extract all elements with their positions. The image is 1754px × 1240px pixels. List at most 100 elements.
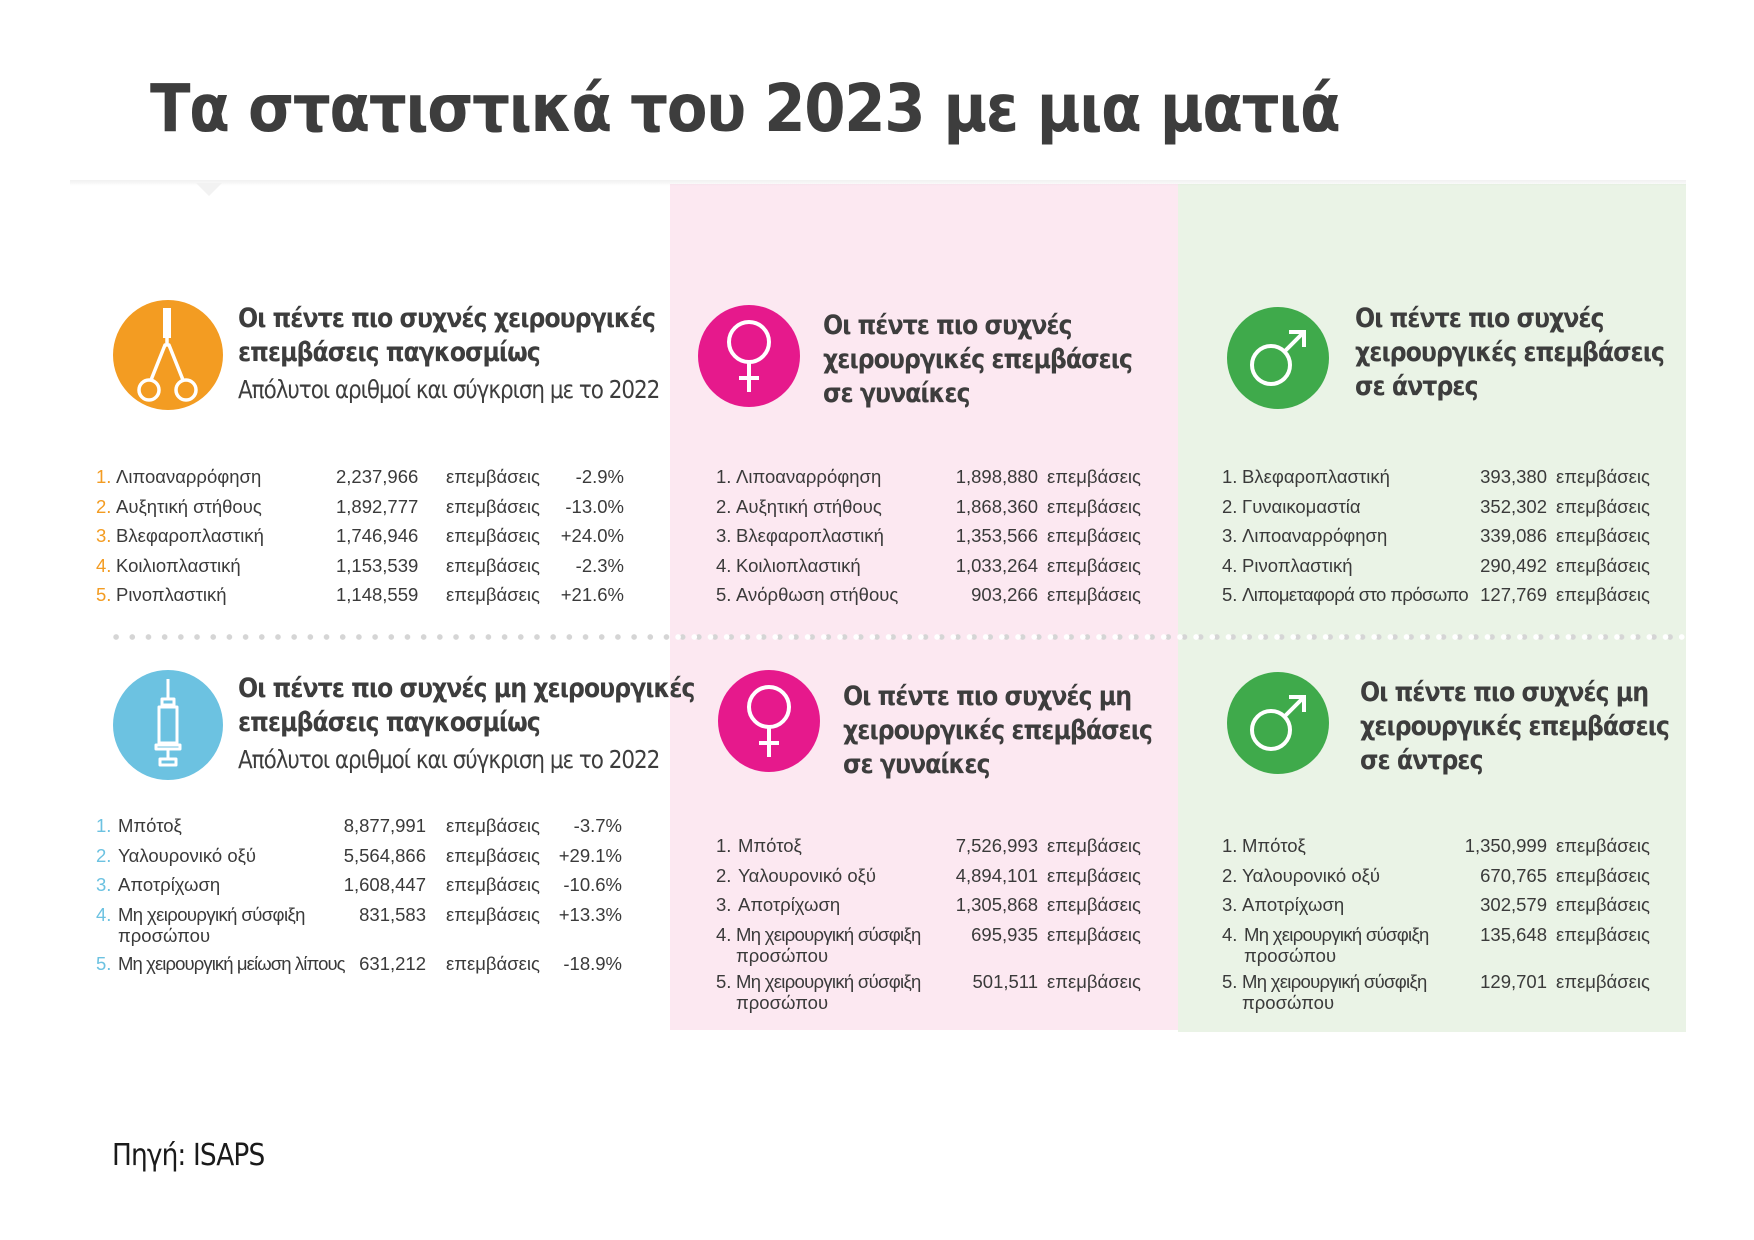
heading-line: Οι πέντε πιο συχνές μη (1360, 677, 1649, 708)
unit-label: επεμβάσεις (1556, 971, 1650, 992)
unit-label: επεμβάσεις (1047, 864, 1141, 886)
unit-label: επεμβάσεις (1047, 923, 1141, 945)
procedure-name-continued: προσώπου (1244, 944, 1337, 966)
change-percent: +24.0% (560, 525, 624, 546)
change-percent: -10.6% (563, 874, 622, 895)
procedure-name: Αποτρίχωση (1242, 894, 1345, 915)
procedure-name: Μη χειρουργική σύσφιξη (736, 971, 921, 992)
unit-label: επεμβάσεις (446, 815, 540, 836)
unit-label: επεμβάσεις (1047, 495, 1141, 517)
procedure-name: Λιποαναρρόφηση (1242, 525, 1388, 546)
change-percent: -18.9% (563, 953, 622, 974)
procedure-count: 302,579 (1480, 894, 1547, 915)
rank-number: 3. (96, 874, 112, 895)
surgical-men-heading: Οι πέντε πιο συχνές χειρουργικές επεμβάσ… (1355, 302, 1665, 404)
source-credit: Πηγή: ISAPS (112, 1138, 265, 1173)
heading-line: χειρουργικές επεμβάσεις (843, 715, 1153, 746)
surgical-worldwide-subheading: Απόλυτοι αριθμοί και σύγκριση με το 2022 (238, 375, 660, 404)
procedure-name-continued: προσώπου (736, 944, 829, 966)
nonsurgical-men-heading: Οι πέντε πιο συχνές μη χειρουργικές επεμ… (1360, 676, 1670, 778)
rank-number: 4. (716, 923, 732, 945)
procedure-count: 1,305,868 (955, 894, 1038, 915)
procedure-name: Κοιλιοπλαστική (736, 554, 861, 576)
rank-number: 3. (1222, 894, 1238, 915)
procedure-name: Μπότοξ (738, 835, 802, 856)
procedure-name: Λιποαναρρόφηση (116, 466, 262, 487)
procedure-count: 1,868,360 (955, 495, 1038, 517)
dotted-divider-panels (670, 634, 1686, 640)
rank-number: 3. (1222, 525, 1238, 546)
rank-number: 2. (1222, 495, 1238, 517)
procedure-count: 501,511 (972, 971, 1039, 992)
rank-number: 4. (1222, 554, 1238, 576)
procedure-count: 393,380 (1480, 466, 1547, 487)
nonsurgical-men-list: 1. Μπότοξ 1,350,999 επεμβάσεις 2. Υαλουρ… (1222, 835, 1672, 1025)
change-percent: +13.3% (558, 903, 622, 925)
heading-line: Οι πέντε πιο συχνές χειρουργικές (238, 303, 656, 334)
unit-label: επεμβάσεις (1047, 525, 1141, 546)
procedure-count: 127,769 (1480, 584, 1547, 605)
procedure-count: 1,350,999 (1464, 835, 1547, 856)
surgical-scissors-icon (113, 300, 223, 410)
nonsurgical-women-heading: Οι πέντε πιο συχνές μη χειρουργικές επεμ… (843, 680, 1153, 782)
rank-number: 4. (96, 554, 112, 576)
male-symbol-icon (1227, 672, 1329, 774)
procedure-name: Υαλουρονικό οξύ (738, 864, 877, 886)
unit-label: επεμβάσεις (1556, 923, 1650, 945)
change-percent: -2.9% (575, 466, 624, 487)
rank-number: 1. (96, 466, 112, 487)
procedure-name: Αυξητική στήθους (116, 495, 262, 517)
change-percent: +21.6% (560, 584, 624, 605)
rank-number: 2. (96, 495, 112, 517)
nonsurgical-worldwide-list: 1. Μπότοξ 8,877,991 επεμβάσεις -3.7% 2. … (96, 815, 641, 990)
rank-number: 1. (96, 815, 112, 836)
header-shadow-divider (70, 180, 1686, 186)
procedure-count: 129,701 (1480, 971, 1547, 992)
procedure-count: 1,353,566 (955, 525, 1038, 546)
rank-number: 2. (716, 864, 732, 886)
procedure-count: 4,894,101 (955, 864, 1038, 886)
male-symbol-icon (1227, 307, 1329, 409)
unit-label: επεμβάσεις (1556, 495, 1650, 517)
heading-line: σε άντρες (1355, 371, 1479, 402)
unit-label: επεμβάσεις (446, 844, 540, 866)
procedure-name: Μη χειρουργική σύσφιξη (1244, 923, 1429, 945)
rank-number: 5. (1222, 971, 1238, 992)
procedure-count: 2,237,966 (336, 466, 419, 487)
procedure-count: 903,266 (971, 584, 1038, 605)
procedure-count: 670,765 (1480, 864, 1547, 886)
header-pointer-notch (196, 183, 222, 196)
heading-line: χειρουργικές επεμβάσεις (823, 344, 1133, 375)
rank-number: 2. (1222, 864, 1238, 886)
rank-number: 3. (716, 525, 732, 546)
unit-label: επεμβάσεις (446, 554, 540, 576)
procedure-name: Αποτρίχωση (738, 894, 841, 915)
heading-line: χειρουργικές επεμβάσεις (1360, 711, 1670, 742)
rank-number: 5. (96, 953, 112, 974)
unit-label: επεμβάσεις (1556, 584, 1650, 605)
heading-line: Οι πέντε πιο συχνές μη χειρουργικές (238, 673, 695, 704)
unit-label: επεμβάσεις (1047, 466, 1141, 487)
rank-number: 1. (1222, 835, 1238, 856)
heading-line: σε άντρες (1360, 745, 1484, 776)
procedure-name: Γυναικομαστία (1242, 495, 1361, 517)
unit-label: επεμβάσεις (446, 466, 540, 487)
syringe-icon (113, 670, 223, 780)
procedure-name-continued: προσώπου (1242, 992, 1335, 1013)
procedure-name: Μη χειρουργική σύσφιξη (118, 903, 305, 925)
rank-number: 5. (716, 971, 732, 992)
change-percent: +29.1% (558, 844, 622, 866)
procedure-name: Μη χειρουργική σύσφιξη (736, 923, 921, 945)
unit-label: επεμβάσεις (446, 874, 540, 895)
rank-number: 2. (716, 495, 732, 517)
female-symbol-icon (698, 305, 800, 407)
procedure-name: Λιπομεταφορά στο πρόσωπο (1242, 584, 1469, 605)
heading-line: Οι πέντε πιο συχνές (823, 310, 1073, 341)
procedure-name: Μη χειρουργική μείωση λίπους (118, 953, 346, 974)
nonsurgical-women-list: 1. Μπότοξ 7,526,993 επεμβάσεις 2. Υαλουρ… (716, 835, 1156, 1025)
procedure-name: Μπότοξ (118, 815, 182, 836)
unit-label: επεμβάσεις (1047, 835, 1141, 856)
unit-label: επεμβάσεις (1556, 554, 1650, 576)
procedure-count: 8,877,991 (343, 815, 426, 836)
procedure-name: Μη χειρουργική σύσφιξη (1242, 971, 1427, 992)
